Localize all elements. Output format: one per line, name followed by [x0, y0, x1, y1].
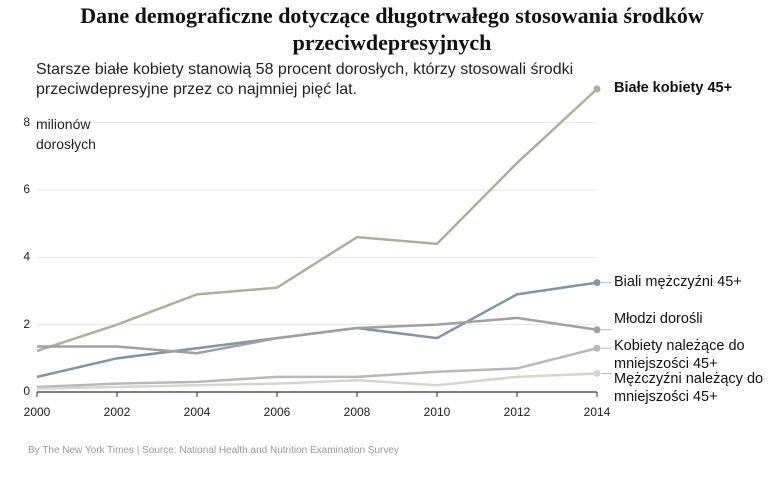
chart-subtitle: Starsze białe kobiety stanowią 58 procen… [36, 61, 574, 98]
y-tick-label: 2 [23, 317, 30, 331]
x-tick-label: 2002 [104, 405, 131, 419]
series-label: Kobiety należące do mniejszości 45+ [614, 338, 745, 373]
source: By The New York Times | Source: National… [28, 445, 399, 456]
x-tick-label: 2008 [344, 405, 371, 419]
y-tick-label: 4 [23, 250, 30, 264]
x-tick-label: 2012 [504, 405, 531, 419]
series-label: Mężczyźni należący do mniejszości 45+ [614, 371, 764, 406]
series-label: Biali mężczyźni 45+ [614, 273, 742, 290]
chart-title: Dane demograficzne dotyczące długotrwałe… [80, 3, 704, 55]
end-dot [593, 369, 601, 377]
x-tick-label: 2014 [584, 405, 611, 419]
series-label: Młodzi dorośli [614, 310, 703, 327]
end-dot [593, 85, 601, 93]
y-axis-label: milionów dorosłych [36, 116, 96, 152]
end-dot [593, 326, 601, 334]
end-dot [593, 344, 601, 352]
end-dot [593, 279, 601, 287]
series-line [36, 347, 598, 389]
y-tick-label: 6 [23, 182, 30, 196]
series-line [36, 281, 598, 379]
x-tick-label: 2010 [424, 405, 451, 419]
y-tick-label: 8 [23, 115, 30, 129]
series-line [36, 372, 598, 390]
y-tick-label: 0 [23, 384, 30, 398]
series-line [37, 316, 598, 355]
series-label: Białe kobiety 45+ [614, 80, 733, 96]
x-tick-label: 2006 [264, 405, 291, 419]
x-tick-label: 2000 [24, 405, 51, 419]
x-tick-label: 2004 [184, 405, 211, 419]
series-line [36, 88, 598, 353]
